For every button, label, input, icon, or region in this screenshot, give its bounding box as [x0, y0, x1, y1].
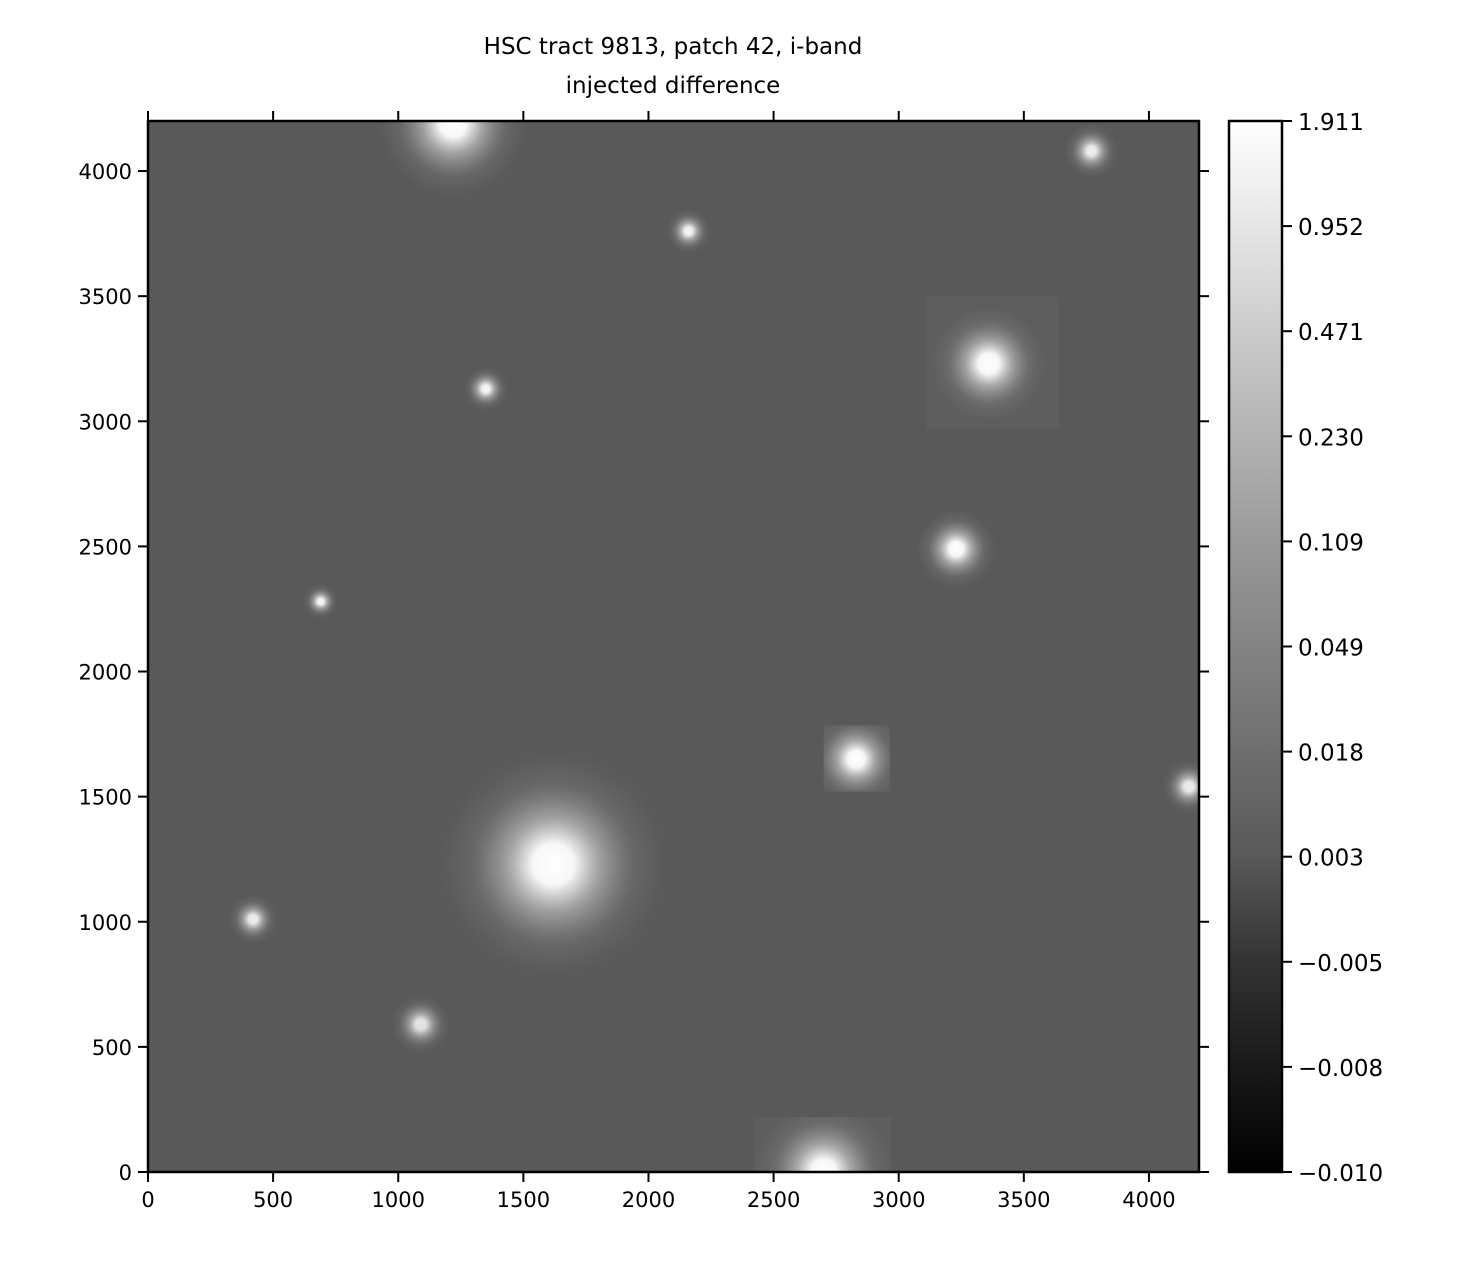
axes-frame — [146, 119, 1201, 1174]
colorbar-tick-label: −0.008 — [1298, 1056, 1383, 1082]
source-stamp — [753, 1116, 892, 1172]
colorbar-tick-label: 0.003 — [1298, 846, 1364, 872]
colorbar-tick-label: 0.952 — [1298, 215, 1364, 241]
x-tick-label: 1500 — [497, 1188, 550, 1212]
source-blob — [753, 1116, 892, 1172]
y-tick-label: 1000 — [79, 911, 132, 935]
y-tick-label: 0 — [119, 1161, 132, 1185]
colorbar-tick-label: 0.049 — [1298, 636, 1364, 662]
colorbar-tick-label: 0.109 — [1298, 530, 1364, 556]
x-tick-label: 3500 — [997, 1188, 1050, 1212]
colorbar-tick-label: −0.010 — [1298, 1161, 1383, 1187]
image-background — [148, 121, 1199, 1172]
source-blob — [665, 208, 712, 254]
x-tick-label: 1000 — [372, 1188, 425, 1212]
y-tick-label: 1500 — [79, 786, 132, 810]
x-tick-label: 0 — [141, 1188, 154, 1212]
x-tick-label: 500 — [253, 1188, 293, 1212]
y-tick-label: 2000 — [79, 661, 132, 685]
source-stamp — [823, 725, 890, 792]
source-stamp — [926, 296, 1059, 429]
source-blob — [823, 725, 890, 792]
x-tick-label: 4000 — [1122, 1188, 1175, 1212]
colorbar-tick-label: 0.018 — [1298, 741, 1364, 767]
y-tick-label: 4000 — [79, 160, 132, 184]
source-blob — [378, 121, 529, 199]
source-blob — [463, 366, 509, 412]
y-tick-label: 3500 — [79, 285, 132, 309]
image-area — [148, 121, 1199, 1172]
source-blob — [390, 994, 451, 1055]
source-blob — [916, 508, 997, 589]
source-blob — [1063, 123, 1119, 179]
x-tick-label: 2000 — [622, 1188, 675, 1212]
colorbar-tick-label: 1.911 — [1298, 110, 1364, 136]
source-blob — [931, 306, 1047, 422]
y-tick-label: 500 — [92, 1036, 132, 1060]
y-tick-label: 2500 — [79, 535, 132, 559]
colorbar-tick-label: −0.005 — [1298, 951, 1383, 977]
x-tick-label: 2500 — [747, 1188, 800, 1212]
y-tick-label: 3000 — [79, 410, 132, 434]
colorbar — [1227, 119, 1284, 1174]
x-tick-label: 3000 — [872, 1188, 925, 1212]
source-blob — [303, 583, 339, 619]
source-blob — [438, 749, 669, 980]
chart-title: HSC tract 9813, patch 42, i-band — [484, 34, 863, 60]
chart-subtitle: injected difference — [566, 73, 781, 99]
colorbar-tick-label: 0.230 — [1298, 425, 1364, 451]
source-blob — [228, 894, 279, 945]
colorbar-tick-label: 0.471 — [1298, 320, 1364, 346]
source-blob — [1161, 759, 1199, 815]
